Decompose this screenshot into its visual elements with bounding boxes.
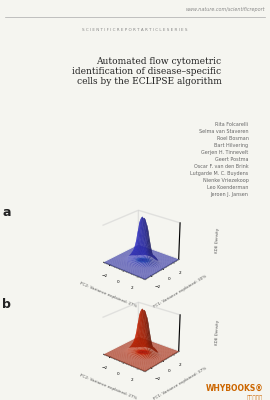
Text: WHYBOOKS®: WHYBOOKS®	[205, 384, 263, 392]
Text: 中文图书馆: 中文图书馆	[247, 396, 263, 400]
Text: www.nature.com/scientificreport: www.nature.com/scientificreport	[185, 7, 265, 12]
Text: a: a	[2, 206, 11, 220]
Text: S C I E N T I F I C R E P O R T A R T I C L E S E R I E S: S C I E N T I F I C R E P O R T A R T I …	[82, 28, 188, 32]
X-axis label: PC2: Variance explained: 27%: PC2: Variance explained: 27%	[79, 373, 138, 400]
Text: Automated flow cytometric
identification of disease–specific
cells by the ECLIPS: Automated flow cytometric identification…	[72, 57, 221, 86]
Text: Rita Folcarelli
Selma van Staveren
Roel Bosman
Bart Hilvering
Gerjen H. Tinnevel: Rita Folcarelli Selma van Staveren Roel …	[190, 122, 248, 197]
Y-axis label: PC1: Variance explained: 30%: PC1: Variance explained: 30%	[153, 274, 208, 308]
Text: b: b	[2, 298, 11, 312]
X-axis label: PC2: Variance explained: 27%: PC2: Variance explained: 27%	[79, 281, 138, 308]
Y-axis label: PC1: Variance explained: 37%: PC1: Variance explained: 37%	[153, 366, 208, 400]
